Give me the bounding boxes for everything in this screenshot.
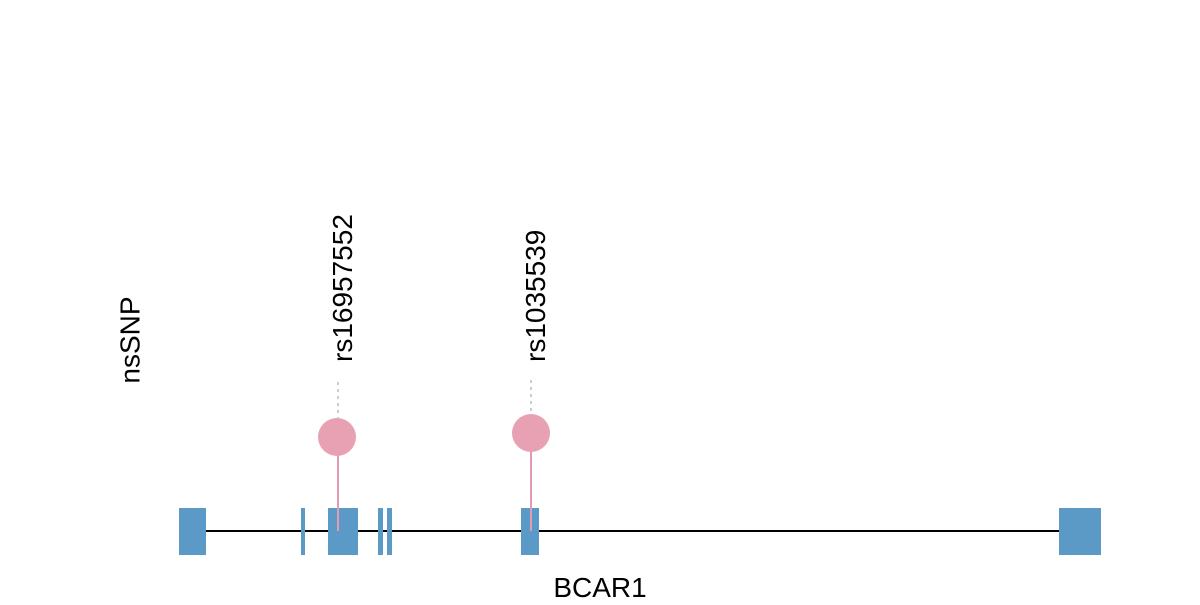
exon bbox=[521, 508, 539, 555]
lollipop-head bbox=[318, 418, 356, 456]
exon bbox=[179, 508, 206, 555]
gene-model bbox=[179, 508, 1101, 555]
exon bbox=[1059, 508, 1101, 555]
exon bbox=[387, 508, 392, 555]
exon bbox=[378, 508, 383, 555]
exon bbox=[328, 508, 358, 555]
exon bbox=[301, 508, 305, 555]
snp-lollipop: rs1035539 bbox=[512, 230, 551, 531]
snp-label: rs1035539 bbox=[520, 230, 551, 362]
track-label: nsSNP bbox=[114, 296, 145, 383]
snp-lollipop: rs16957552 bbox=[318, 214, 358, 531]
gene-label: BCAR1 bbox=[553, 572, 646, 600]
lollipop-head bbox=[512, 414, 550, 452]
snp-label: rs16957552 bbox=[327, 214, 358, 362]
